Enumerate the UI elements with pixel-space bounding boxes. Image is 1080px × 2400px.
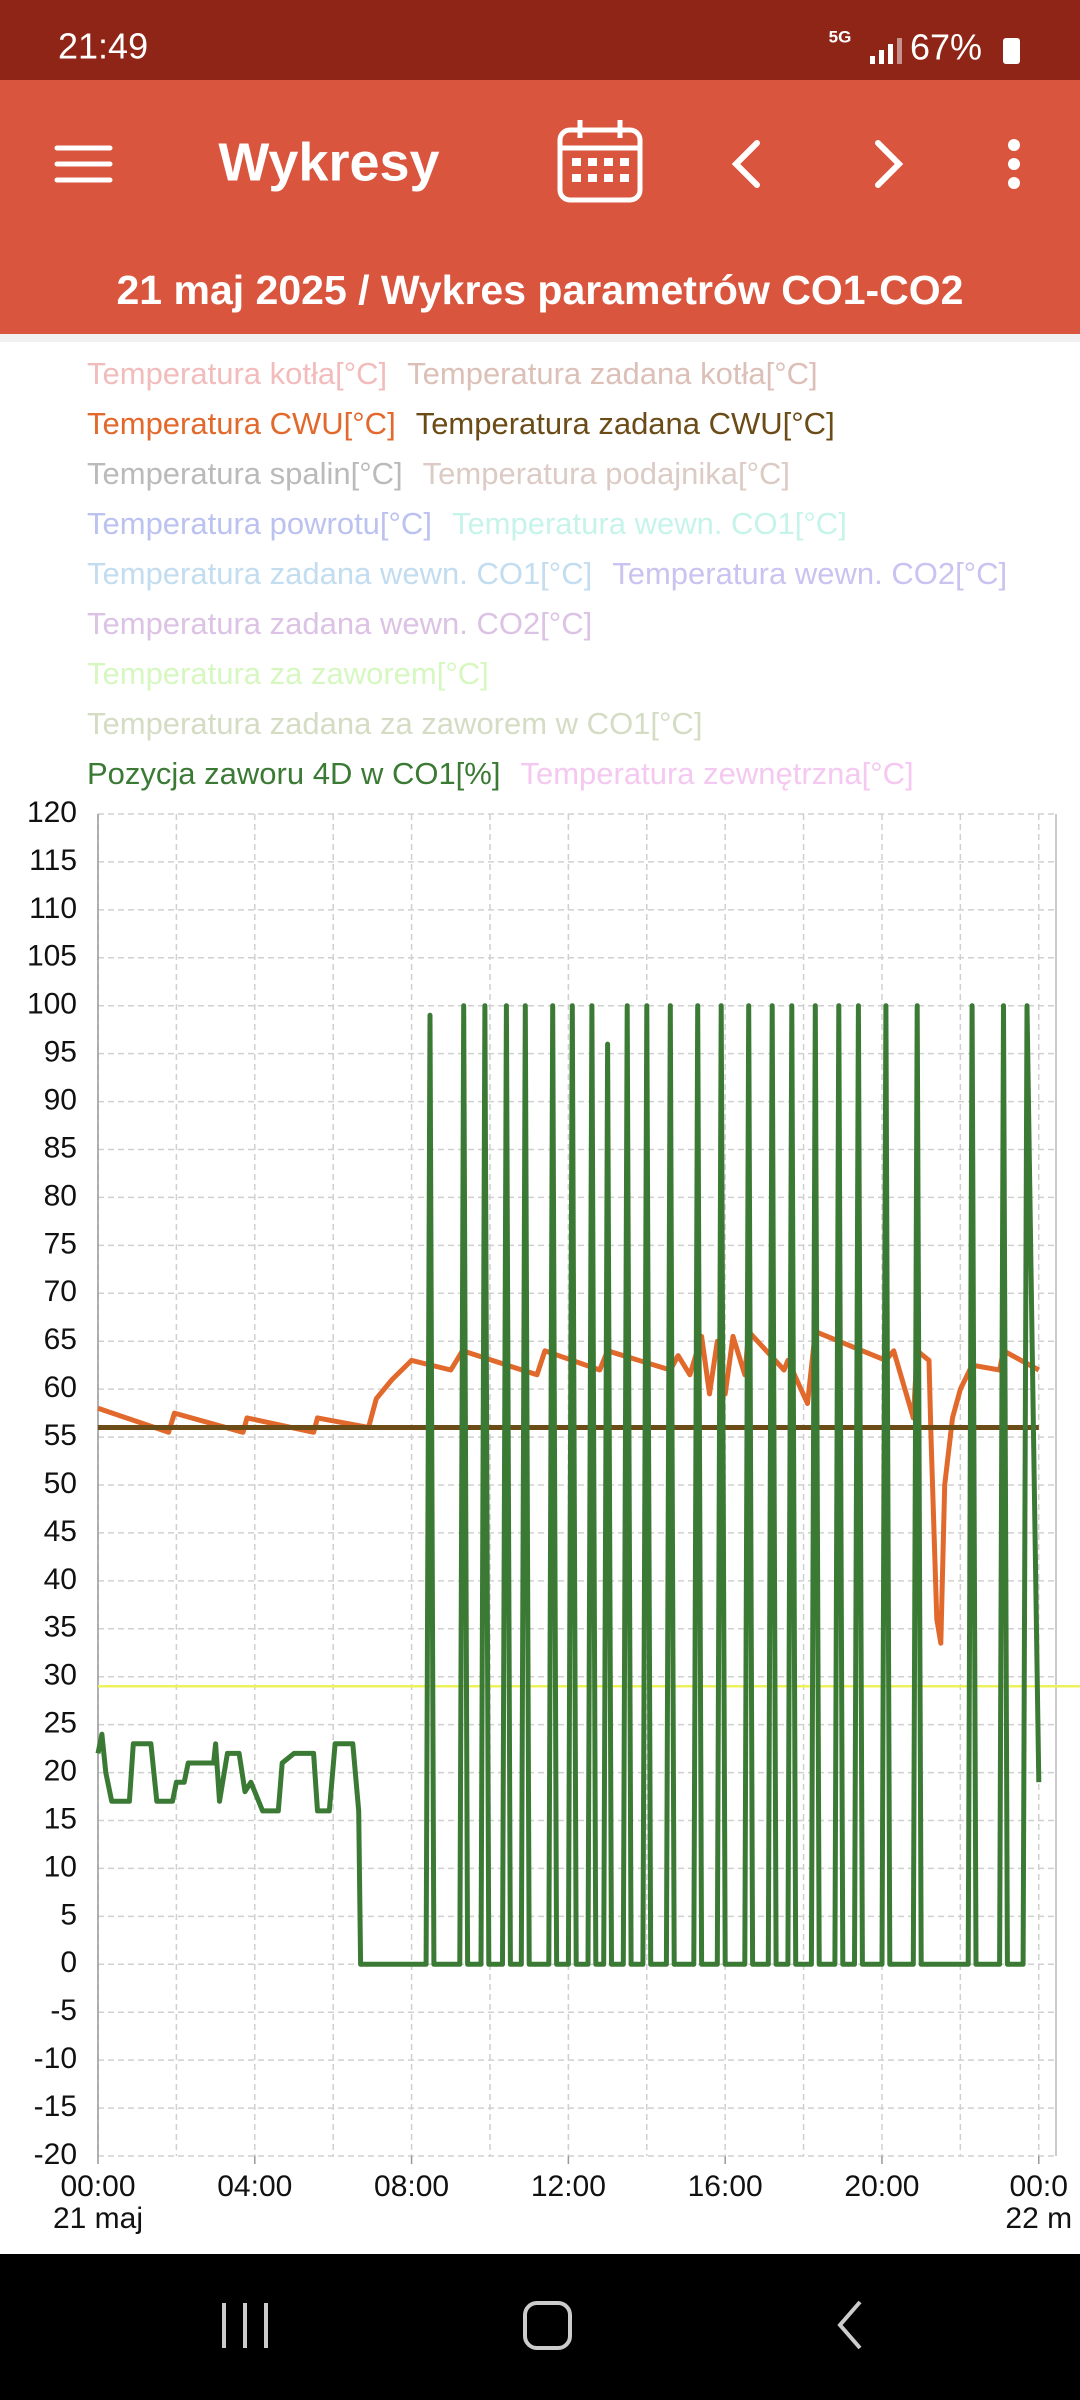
next-button[interactable] [875,140,904,188]
legend-entry: Temperatura zadana kotła[°C] [407,356,817,391]
y-tick-label: 110 [29,892,77,925]
app-bar-shadow [0,334,1080,342]
legend-entry: Temperatura podajnika[°C] [423,456,790,491]
y-tick-label: -15 [34,2090,77,2123]
app-bar [0,80,1080,334]
x-tick-label: 08:00 [374,2170,449,2203]
signal-icon [870,38,902,64]
y-tick-label: 40 [44,1563,77,1596]
y-tick-label: 50 [44,1467,77,1500]
y-tick-label: 55 [44,1419,77,1452]
nav-buttons [222,2300,862,2350]
legend-entry: Temperatura zadana wewn. CO1[°C] [87,556,592,591]
y-tick-label: 30 [44,1659,77,1692]
y-tick-label: 75 [44,1227,77,1260]
chart-title: 21 maj 2025 / Wykres parametrów CO1-CO2 [117,267,964,313]
y-tick-label: 70 [44,1275,77,1308]
x-tick-label: 04:00 [217,2170,292,2203]
battery-text: 67% [910,27,982,68]
more-button[interactable] [1008,139,1020,189]
x-tick-label: 12:00 [531,2170,606,2203]
network-icon: 5G [829,27,852,46]
legend-entry: Temperatura wewn. CO2[°C] [612,556,1007,591]
y-tick-label: 90 [44,1083,77,1116]
y-tick-label: 65 [44,1323,77,1356]
y-tick-label: 35 [44,1611,77,1644]
y-tick-label: -5 [50,1994,77,2027]
legend-entry: Temperatura CWU[°C] [87,406,396,441]
y-tick-label: 80 [44,1179,77,1212]
legend-entry: Temperatura spalin[°C] [87,456,403,491]
x-tick-label: 20:00 [844,2170,919,2203]
y-tick-label: -10 [34,2042,77,2075]
battery-icon [1003,38,1020,64]
y-tick-label: 10 [44,1850,77,1883]
y-tick-label: 60 [44,1371,77,1404]
y-tick-label: 85 [44,1131,77,1164]
legend-entry: Temperatura zadana wewn. CO2[°C] [87,606,592,641]
y-tick-label: 100 [27,988,77,1021]
back-button[interactable] [837,2300,862,2350]
x-tick-label: 00:00 [60,2170,135,2203]
x-tick-label: 16:00 [688,2170,763,2203]
series-line [95,1003,1042,1967]
y-tick-label: 20 [44,1754,77,1787]
x-tick-label: 00:0 [1010,2170,1068,2203]
y-tick-label: 15 [44,1802,77,1835]
menu-button[interactable] [54,145,113,183]
x-sublabel: 21 maj [53,2202,143,2235]
home-button[interactable] [523,2301,572,2350]
legend-entry: Temperatura zadana za zaworem w CO1[°C] [87,706,702,741]
legend-entry: Temperatura za zaworem[°C] [87,656,489,691]
legend-entry: Pozycja zaworu 4D w CO1[%] [87,756,500,791]
legend-entry: Temperatura wewn. CO1[°C] [452,506,847,541]
status-time: 21:49 [58,26,148,67]
nav-bar [0,2254,1080,2400]
y-tick-label: 0 [60,1946,77,1979]
calendar-button[interactable] [557,120,643,203]
y-tick-label: -20 [34,2138,77,2171]
x-sublabel: 22 m [1005,2202,1072,2235]
legend-entry: Temperatura zewnętrzna[°C] [520,756,913,791]
recent-button[interactable] [222,2303,268,2348]
y-tick-label: 25 [44,1707,77,1740]
y-tick-label: 95 [44,1036,77,1069]
y-tick-label: 5 [60,1898,77,1931]
y-tick-label: 115 [29,844,77,877]
y-tick-label: 120 [27,796,77,829]
legend-entry: Temperatura kotła[°C] [87,356,387,391]
prev-button[interactable] [731,140,760,188]
legend: Temperatura kotła[°C] Temperatura zadana … [87,356,1007,791]
y-tick-label: 45 [44,1515,77,1548]
legend-entry: Temperatura powrotu[°C] [87,506,432,541]
app-title: Wykresy [218,132,439,192]
legend-entry: Temperatura zadana CWU[°C] [416,406,835,441]
y-tick-label: 105 [27,940,77,973]
plot-area: -20 -15 -10 -5 0 5 10 15 20 25 30 35 40 45 50 55 60 65 70 7… [27,796,1080,2235]
